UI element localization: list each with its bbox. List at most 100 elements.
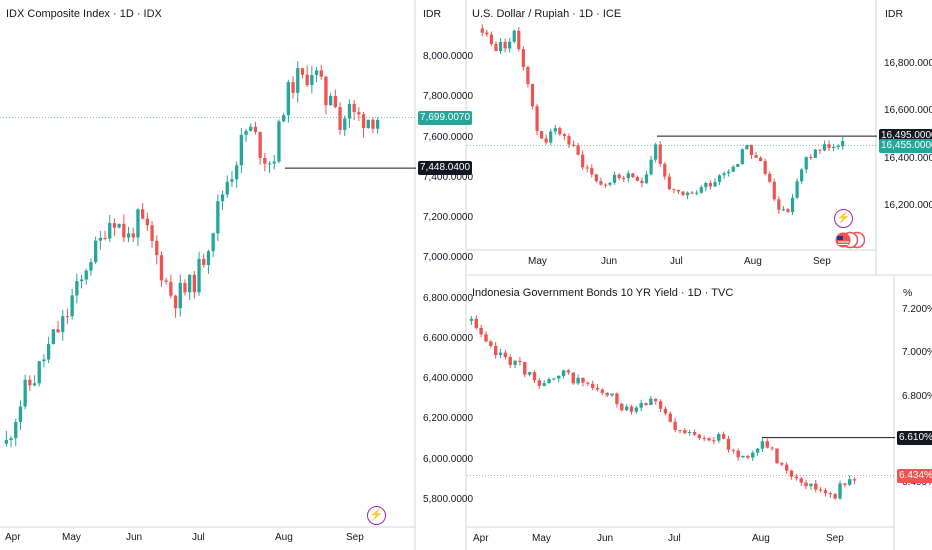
bond-candle-body: [673, 421, 677, 431]
idx-x-tick: Aug: [275, 532, 293, 543]
idx-candle-body: [141, 209, 145, 219]
usd-x-tick: May: [528, 256, 547, 267]
bond-y-tick: 6.800%: [902, 390, 932, 402]
bond-candle-body: [542, 383, 546, 386]
usd-candle-body: [667, 176, 671, 190]
bond-candle-body: [658, 401, 663, 409]
bond-candle-body: [702, 438, 706, 440]
usd-candle-body: [498, 42, 503, 51]
usd-candle-body: [539, 131, 544, 139]
bond-candle-body: [639, 403, 643, 408]
idx-y-tick: 6,200.0000: [423, 413, 474, 425]
usd-x-tick: Jun: [601, 256, 618, 267]
bond-level-tag: 6.610%: [897, 430, 932, 445]
usd-y-tick: 16,200.0000: [884, 200, 932, 211]
bond-candle-body: [852, 479, 857, 481]
idx-candle-body: [18, 406, 23, 422]
usd-candle-body: [635, 177, 640, 181]
idx-y-tick: 7,400.0000: [423, 171, 474, 183]
idx-candle-body: [188, 274, 192, 293]
bond-candle-body: [498, 352, 503, 356]
idx-y-tick: 6,600.0000: [423, 332, 474, 344]
usd-y-tick: 16,800.0000: [884, 58, 932, 69]
idx-candle-body: [112, 223, 117, 228]
usd-candle-body: [768, 173, 772, 182]
idx-currency-label: IDR: [423, 8, 442, 20]
idx-y-tick: 7,800.0000: [423, 91, 474, 103]
bond-chart-title: Indonesia Government Bonds 10 YR Yield ·…: [472, 287, 734, 299]
usd-candle-body: [745, 144, 749, 150]
bond-candle-body: [712, 440, 716, 442]
idx-y-tick: 6,400.0000: [423, 373, 474, 385]
usd-candle-body: [658, 144, 662, 164]
bond-candle-body: [581, 377, 585, 383]
usdidr-chart-pane[interactable]: U.S. Dollar / Rupiah · 1D · ICE IDR: [467, 0, 932, 275]
usd-candle-body: [549, 131, 553, 143]
idx-candle-body: [14, 421, 18, 439]
bond-candle-body: [561, 370, 566, 376]
bond-candle-body: [654, 398, 658, 402]
idx-x-tick: Jun: [126, 532, 143, 543]
bond-candle-body: [804, 482, 808, 487]
bond-candle-body: [620, 403, 624, 411]
lightning-icon[interactable]: ⚡: [834, 209, 853, 228]
usd-candle-body: [731, 166, 735, 172]
idx-candle-body: [314, 70, 319, 76]
usd-candle-body: [663, 163, 667, 177]
usd-candle-body: [704, 182, 708, 188]
usd-candle-body: [841, 140, 845, 147]
idx-candle-body: [333, 95, 337, 108]
idx-last-price-tag: 7,699.0070: [418, 110, 473, 125]
idx-y-tick: 5,800.0000: [423, 494, 474, 505]
idx-candle-body: [164, 280, 168, 282]
usd-candle-body: [809, 157, 813, 159]
idx-candle-body: [277, 121, 281, 162]
usd-candle-body: [763, 160, 767, 174]
usd-candle-body: [699, 187, 703, 193]
usd-candle-body: [681, 191, 685, 196]
idx-y-tick: 7,200.0000: [423, 212, 474, 224]
bond-candle-body: [833, 494, 837, 499]
bond-candle-body: [736, 450, 740, 458]
bond-x-tick: Aug: [752, 533, 770, 544]
idx-candle-body: [28, 379, 32, 386]
usd-candle-body: [521, 49, 525, 68]
bond-candle-body: [489, 341, 493, 347]
idx-candle-body: [42, 359, 46, 362]
bond-candle-body: [557, 375, 561, 379]
bond-candle-body: [537, 380, 542, 386]
idx-candle-body: [310, 75, 314, 86]
bond-candle-body: [678, 430, 682, 432]
idx-y-tick: 6,000.0000: [423, 453, 474, 465]
bond-chart-pane[interactable]: Indonesia Government Bonds 10 YR Yield ·…: [467, 276, 932, 550]
usd-candle-body: [608, 182, 612, 185]
usd-candle-body: [772, 181, 776, 200]
idx-candle-body: [357, 112, 361, 115]
bond-candle-body: [789, 470, 794, 477]
bond-y-tick: 7.200%: [902, 304, 932, 315]
idx-candle-body: [305, 74, 309, 86]
idx-candle-body: [202, 258, 206, 266]
usd-candle-body: [708, 182, 713, 187]
lightning-icon[interactable]: ⚡: [367, 506, 386, 525]
bond-candle-body: [668, 413, 672, 422]
idx-candle-body: [79, 279, 84, 282]
usd-candle-body: [594, 174, 598, 182]
usd-candle-body: [781, 209, 786, 211]
idx-candle-body: [9, 438, 13, 440]
idx-candle-body: [361, 114, 366, 129]
bond-candle-body: [493, 346, 498, 356]
usdidr-currency-label: IDR: [885, 8, 904, 20]
usd-candle-body: [722, 173, 726, 176]
idx-y-tick: 8,000.0000: [423, 51, 474, 62]
usd-candle-body: [558, 128, 562, 135]
usd-candle-body: [800, 169, 804, 182]
idx-candle-body: [4, 439, 8, 444]
usd-candle-body: [581, 154, 585, 168]
us-flag-events-icon[interactable]: [835, 231, 865, 249]
idx-candle-body: [366, 119, 370, 129]
bond-candle-body: [799, 478, 803, 483]
idx-chart-pane[interactable]: IDX Composite Index · 1D · IDX IDR: [0, 0, 466, 550]
idx-candle-body: [296, 68, 300, 93]
